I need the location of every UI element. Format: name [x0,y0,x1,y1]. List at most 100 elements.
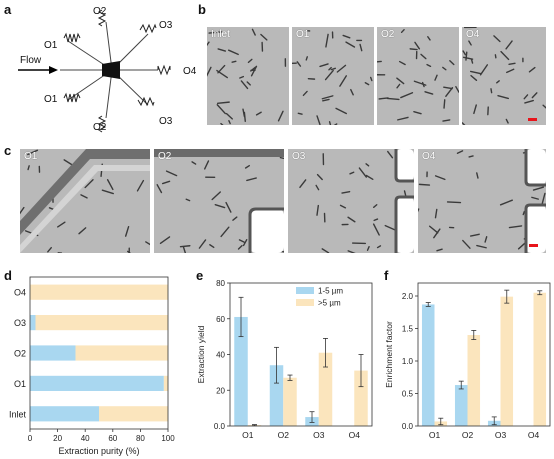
x-tick-label: 80 [136,434,145,443]
micrograph-b-o1: O1 [292,27,374,125]
cell [260,33,268,41]
cell [243,111,246,123]
cell [400,92,414,99]
outlet-label-o1-bottom: O1 [44,94,58,105]
category-label: O1 [242,430,254,440]
micrograph-b-o2: O2 [377,27,459,125]
cell [242,238,248,247]
cell [442,119,451,122]
plot-frame [417,282,551,427]
cell [508,62,516,65]
cell [78,227,87,235]
micrograph-label: Inlet [211,29,230,40]
cell [244,164,250,169]
cell [330,67,337,71]
y-tick-label: 20 [216,386,225,395]
cell [297,112,303,115]
cell [220,122,224,125]
cell [442,66,447,71]
y-tick-label: 0.0 [402,422,414,431]
cell [524,99,534,104]
micrograph-c-o3: O3 [288,149,414,253]
micrograph-b-o4: O4 [462,27,546,125]
cell [246,177,257,182]
cell [449,60,455,66]
cell [198,239,207,249]
cell [436,248,443,252]
cell [225,201,232,213]
cell [469,70,482,75]
cell [396,77,405,85]
micrograph-c-o4: O4 [418,149,546,253]
cell [387,150,394,159]
cell [279,156,284,160]
cell [365,163,370,167]
micrograph-c-o2: O2 [154,149,284,253]
cell [384,224,396,231]
cell [462,239,471,249]
micrograph-c-o1: O1 [20,149,150,253]
cell-texture [292,29,373,125]
enrichment-bar-o2-s1 [467,335,481,426]
cell [443,86,453,90]
legend-swatch-1 [296,299,314,306]
cell [470,58,474,64]
channel-wall-o2 [154,149,284,253]
cell [372,223,380,236]
cell [349,171,355,175]
cell [251,28,256,36]
separation-chamber [102,61,120,79]
cell [469,233,480,237]
legend-label-0: 1-5 µm [318,287,343,296]
micrograph-b-inlet: Inlet [207,27,289,125]
category-label: Inlet [9,409,27,419]
cell [505,118,509,124]
outlet-label-o2-top: O2 [93,6,107,17]
panel-label-d: d [4,268,12,283]
outlet-label-o3-bottom: O3 [159,116,173,127]
cell [296,61,302,67]
bar-o3-s1 [35,315,168,331]
cell [376,245,382,249]
cell [302,90,308,97]
cell [456,150,464,154]
y-tick-label: 1.5 [402,325,414,334]
flow-label: Flow [20,55,42,66]
cell [473,104,477,115]
legend-swatch-0 [296,287,314,294]
cell [506,68,515,74]
cell [531,92,538,99]
category-label: O2 [462,430,474,440]
cell [365,174,374,181]
cell [316,173,323,181]
outlet-label-o4: O4 [183,66,196,77]
cell [359,43,363,52]
cell [336,64,347,73]
cell [523,94,529,100]
cell [27,149,39,156]
cell [339,75,347,87]
panel-label-f: f [384,268,389,283]
cell [479,64,489,76]
bar-o1-s1 [163,375,168,391]
cell [319,63,329,68]
cell [185,198,191,202]
cell [27,165,30,171]
cell [101,189,114,195]
cell [277,110,284,122]
cell [531,196,539,200]
x-tick-label: 60 [108,434,117,443]
y-tick-label: 0.5 [402,390,414,399]
cell [446,201,462,204]
cell [80,194,88,199]
cell [396,83,401,89]
cell [532,186,545,191]
cell [159,236,171,245]
cell [350,88,354,96]
serpentine-resistors [63,9,171,133]
cell [373,218,379,222]
cell [528,66,536,73]
cell [465,51,468,61]
outlet-label-o1-top: O1 [44,40,58,51]
bar-o2-s1 [75,345,168,361]
